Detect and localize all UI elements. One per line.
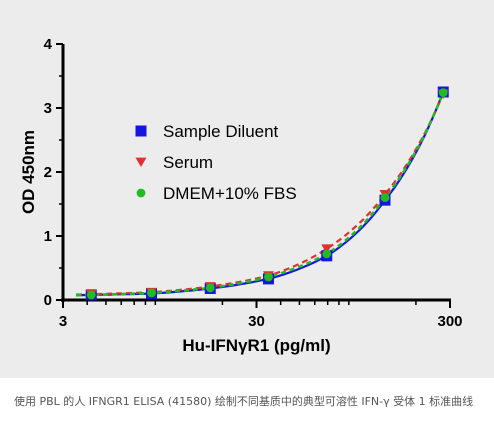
data-point-2 xyxy=(438,88,448,98)
figure-panel: 0 1 2 3 4 3 30 300 Sample Diluent Serum DMEM+10% … xyxy=(0,0,494,378)
data-point-2 xyxy=(322,249,332,259)
legend: Sample Diluent Serum DMEM+10% FBS xyxy=(135,122,297,203)
legend-marker-1 xyxy=(135,157,147,167)
data-point-2 xyxy=(380,193,390,203)
data-point-2 xyxy=(264,272,273,282)
x-tick-label: 300 xyxy=(437,313,462,330)
x-tick-label: 3 xyxy=(59,313,67,330)
chart-axes: 0 1 2 3 4 3 30 300 xyxy=(44,36,463,330)
legend-marker-2 xyxy=(136,188,146,198)
x-tick-label: 30 xyxy=(248,313,265,330)
y-tick-label: 0 xyxy=(44,292,52,309)
legend-label-2: DMEM+10% FBS xyxy=(163,184,297,203)
y-tick-label: 1 xyxy=(44,228,52,245)
y-tick-label: 3 xyxy=(44,100,52,117)
legend-label-0: Sample Diluent xyxy=(163,122,279,141)
legend-label-1: Serum xyxy=(163,153,213,172)
figure-caption: 使用 PBL 的人 IFNGR1 ELISA (41580) 绘制不同基质中的典… xyxy=(14,395,474,408)
data-points xyxy=(85,86,449,301)
data-point-2 xyxy=(147,288,156,298)
x-axis-label: Hu-IFNγR1 (pg/ml) xyxy=(182,336,330,355)
y-axis-label: OD 450nm xyxy=(19,130,38,214)
data-point-2 xyxy=(205,283,215,293)
y-tick-label: 4 xyxy=(44,36,53,53)
y-tick-label: 2 xyxy=(44,164,52,181)
data-point-1 xyxy=(321,244,333,254)
legend-marker-0 xyxy=(135,125,147,137)
data-point-2 xyxy=(86,290,96,300)
standard-curve-chart: 0 1 2 3 4 3 30 300 Sample Diluent Serum DMEM+10% … xyxy=(19,36,463,355)
